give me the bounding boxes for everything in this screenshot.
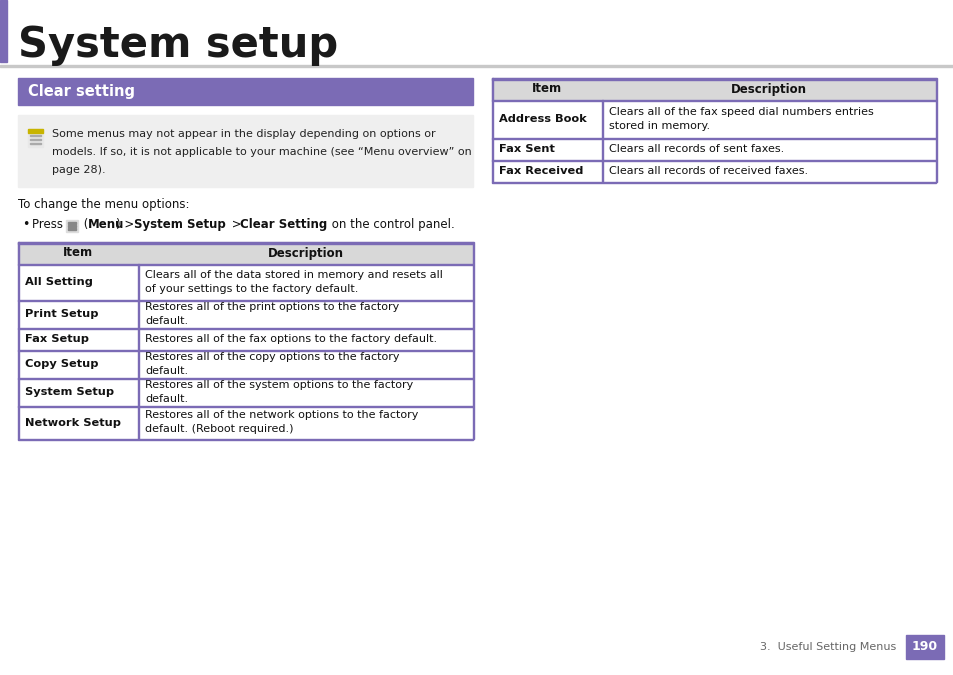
Bar — [18, 300, 473, 301]
Bar — [601, 160, 602, 182]
Bar — [601, 100, 602, 138]
Bar — [0, 0, 7, 62]
Text: System Setup: System Setup — [133, 218, 226, 231]
Text: Restores all of the print options to the factory: Restores all of the print options to the… — [145, 302, 399, 312]
Bar — [492, 138, 935, 139]
Bar — [138, 264, 139, 300]
Text: All Setting: All Setting — [25, 277, 92, 287]
Text: To change the menu options:: To change the menu options: — [18, 198, 190, 211]
Text: Network Setup: Network Setup — [25, 418, 121, 427]
Bar — [18, 242, 19, 439]
Text: Clears all records of sent faxes.: Clears all records of sent faxes. — [608, 144, 783, 154]
Text: Some menus may not appear in the display depending on options or: Some menus may not appear in the display… — [52, 129, 436, 139]
Bar — [68, 225, 76, 227]
Text: default.: default. — [145, 366, 188, 376]
Text: Menu: Menu — [88, 218, 124, 231]
Bar — [492, 78, 493, 182]
Bar — [138, 300, 139, 328]
Text: Address Book: Address Book — [498, 114, 586, 124]
Bar — [935, 78, 936, 182]
Text: Print Setup: Print Setup — [25, 309, 98, 319]
Bar — [492, 182, 935, 183]
Text: >: > — [228, 218, 245, 231]
Text: Restores all of the fax options to the factory default.: Restores all of the fax options to the f… — [145, 334, 436, 344]
Text: Restores all of the copy options to the factory: Restores all of the copy options to the … — [145, 352, 399, 362]
Text: Copy Setup: Copy Setup — [25, 359, 98, 369]
Text: stored in memory.: stored in memory. — [608, 121, 709, 131]
Bar — [28, 129, 43, 133]
Text: Restores all of the network options to the factory: Restores all of the network options to t… — [145, 410, 418, 421]
Text: Fax Received: Fax Received — [498, 166, 583, 176]
Bar — [138, 378, 139, 406]
Text: Restores all of the system options to the factory: Restores all of the system options to th… — [145, 380, 413, 390]
Text: default. (Reboot required.): default. (Reboot required.) — [145, 425, 294, 435]
Text: Clears all of the fax speed dial numbers entries: Clears all of the fax speed dial numbers… — [608, 107, 873, 117]
Bar — [30, 143, 41, 144]
Text: Clear Setting: Clear Setting — [240, 218, 327, 231]
Text: default.: default. — [145, 316, 188, 326]
Bar — [492, 78, 935, 100]
Text: Description: Description — [730, 82, 806, 95]
Bar — [18, 350, 473, 351]
Bar — [18, 242, 473, 264]
Text: models. If so, it is not applicable to your machine (see “Menu overview” on: models. If so, it is not applicable to y… — [52, 147, 471, 157]
Text: on the control panel.: on the control panel. — [328, 218, 455, 231]
Text: Item: Item — [532, 82, 561, 95]
Text: page 28).: page 28). — [52, 165, 106, 175]
Text: 3.  Useful Setting Menus: 3. Useful Setting Menus — [759, 642, 895, 652]
Bar — [18, 406, 473, 407]
Bar — [138, 406, 139, 439]
Text: Clears all records of received faxes.: Clears all records of received faxes. — [608, 166, 807, 176]
Bar — [601, 138, 602, 160]
Text: Clear setting: Clear setting — [28, 84, 135, 99]
Bar — [473, 242, 474, 439]
Text: System Setup: System Setup — [25, 387, 114, 397]
Bar — [492, 78, 935, 80]
Bar — [28, 129, 43, 147]
Bar — [0, 65, 953, 67]
Text: •: • — [22, 218, 30, 231]
Bar — [18, 328, 473, 329]
Text: System setup: System setup — [18, 24, 338, 66]
Bar — [492, 100, 935, 101]
Bar — [18, 242, 473, 244]
Text: Fax Sent: Fax Sent — [498, 144, 555, 154]
Text: Press: Press — [32, 218, 71, 231]
Bar — [138, 350, 139, 378]
Text: (: ( — [80, 218, 89, 231]
Bar — [18, 378, 473, 379]
Bar — [66, 220, 78, 232]
Bar — [18, 115, 473, 187]
Bar — [18, 439, 473, 440]
Text: Clears all of the data stored in memory and resets all: Clears all of the data stored in memory … — [145, 270, 442, 280]
Text: of your settings to the factory default.: of your settings to the factory default. — [145, 284, 358, 294]
Text: Fax Setup: Fax Setup — [25, 334, 89, 344]
Bar — [18, 264, 473, 265]
Bar — [18, 78, 473, 105]
Bar — [138, 328, 139, 350]
Bar — [30, 139, 41, 140]
Bar — [68, 228, 76, 230]
Text: default.: default. — [145, 394, 188, 404]
Bar — [905, 635, 943, 659]
Text: Item: Item — [63, 246, 93, 259]
Text: ) >: ) > — [116, 218, 138, 231]
Bar — [30, 135, 41, 136]
Text: 190: 190 — [911, 641, 937, 653]
Text: Description: Description — [267, 246, 343, 259]
Bar — [68, 222, 76, 223]
Bar — [492, 160, 935, 161]
